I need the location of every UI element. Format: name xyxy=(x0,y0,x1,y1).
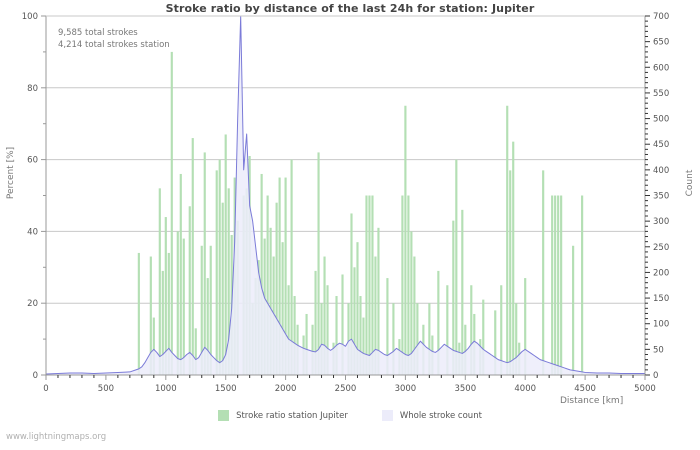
tick-label: 100 xyxy=(653,320,669,330)
footer-watermark: www.lightningmaps.org xyxy=(6,432,107,442)
annotation-total-strokes: 9,585 total strokes xyxy=(58,28,138,38)
tick-label: 700 xyxy=(653,12,669,22)
tick-label: 1500 xyxy=(215,384,237,394)
y-axis-label-left: Percent [%] xyxy=(6,146,16,200)
tick-label: 20 xyxy=(27,299,38,309)
tick-label: 0 xyxy=(33,371,38,381)
tick-label: 250 xyxy=(653,243,669,253)
tick-label: 4500 xyxy=(574,384,596,394)
tick-label: 3000 xyxy=(395,384,417,394)
tick-label: 2000 xyxy=(275,384,297,394)
tick-label: 3500 xyxy=(454,384,476,394)
tick-label: 2500 xyxy=(335,384,357,394)
legend-label-ratio: Stroke ratio station Jupiter xyxy=(236,410,348,421)
tick-label: 350 xyxy=(653,192,669,202)
tick-label: 100 xyxy=(22,12,38,22)
legend-item-ratio: Stroke ratio station Jupiter xyxy=(218,410,348,421)
tick-label: 200 xyxy=(653,268,669,278)
tick-label: 5000 xyxy=(634,384,656,394)
tick-label: 0 xyxy=(43,384,48,394)
chart-title: Stroke ratio by distance of the last 24h… xyxy=(165,2,535,15)
tick-label: 60 xyxy=(27,156,38,166)
tick-label: 450 xyxy=(653,140,669,150)
tick-label: 4000 xyxy=(514,384,536,394)
tick-label: 500 xyxy=(653,115,669,125)
tick-label: 1000 xyxy=(155,384,177,394)
y-axis-label-right: Count xyxy=(685,169,695,197)
annotation-total-strokes-station: 4,214 total strokes station xyxy=(58,39,170,50)
chart-annotations: 9,585 total strokes 4,214 total strokes … xyxy=(58,28,170,51)
tick-label: 550 xyxy=(653,89,669,99)
tick-label: 50 xyxy=(653,345,664,355)
legend-item-count: Whole stroke count xyxy=(381,410,482,421)
tick-label: 600 xyxy=(653,63,669,73)
legend-label-count: Whole stroke count xyxy=(399,410,482,421)
legend-swatch-count xyxy=(381,410,393,421)
tick-label: 0 xyxy=(653,371,658,381)
x-axis-label: Distance [km] xyxy=(560,396,624,406)
chart-legend: Stroke ratio station Jupiter Whole strok… xyxy=(0,410,700,421)
legend-swatch-ratio xyxy=(218,410,230,421)
tick-label: 80 xyxy=(27,84,38,94)
tick-label: 500 xyxy=(98,384,114,394)
tick-label: 650 xyxy=(653,38,669,48)
tick-label: 40 xyxy=(27,227,38,237)
tick-label: 300 xyxy=(653,217,669,227)
tick-label: 400 xyxy=(653,166,669,176)
tick-label: 150 xyxy=(653,294,669,304)
